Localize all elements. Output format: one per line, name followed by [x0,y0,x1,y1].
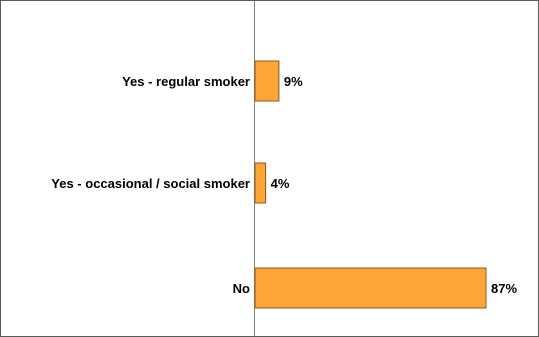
bar-yes-regular-smoker [254,60,280,102]
category-label-yes-regular-smoker: Yes - regular smoker [122,74,250,89]
value-label-no: 87% [491,281,517,296]
value-label-yes-occasional-social-smoker: 4% [271,176,290,191]
bar-yes-occasional-social-smoker [254,162,267,204]
bar-no [254,267,487,309]
category-label-no: No [233,281,250,296]
category-labels-group: Yes - regular smoker Yes - occasional / s… [51,74,250,296]
value-label-yes-regular-smoker: 9% [284,74,303,89]
value-labels-group: 9% 4% 87% [271,74,518,296]
bars-group [254,60,487,309]
category-label-yes-occasional-social-smoker: Yes - occasional / social smoker [51,176,250,191]
